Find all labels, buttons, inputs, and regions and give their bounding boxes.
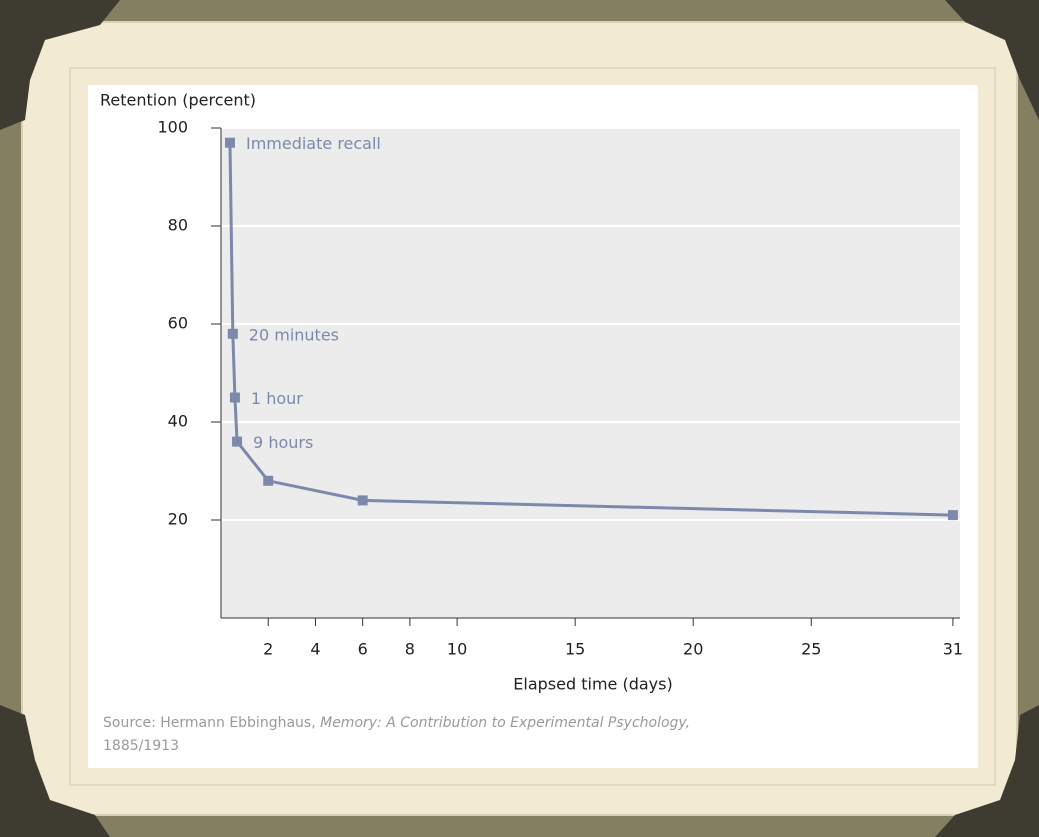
x-tick-label: 6 [358,640,368,659]
marker [228,329,238,339]
point-label: 20 minutes [249,325,339,344]
marker [263,476,273,486]
y-axis-title: Retention (percent) [100,91,256,110]
x-tick-label: 10 [447,640,467,659]
marker [225,138,235,148]
y-tick-label: 80 [168,216,188,235]
source-year: 1885/1913 [103,738,179,754]
marker [358,495,368,505]
point-label: 1 hour [251,389,303,408]
point-label: Immediate recall [246,134,381,153]
x-axis-title: Elapsed time (days) [513,675,672,694]
plot-area [221,128,960,618]
source-title: Memory: A Contribution to Experimental P… [320,715,690,731]
x-tick-label: 4 [310,640,320,659]
y-tick-label: 40 [168,412,188,431]
point-label: 9 hours [253,433,313,452]
y-tick-label: 100 [157,118,188,137]
x-tick-label: 15 [565,640,585,659]
marker [230,393,240,403]
y-tick-label: 20 [168,510,188,529]
y-tick-label: 60 [168,314,188,333]
x-tick-label: 20 [683,640,703,659]
x-tick-label: 25 [801,640,821,659]
source: Source: Hermann Ebbinghaus, Memory: A Co… [103,715,690,731]
marker [232,437,242,447]
source-prefix: Source: Hermann Ebbinghaus, [103,715,320,731]
x-tick-label: 31 [943,640,963,659]
page: 20 40 60 80 100 2 4 6 8 10 15 20 25 31 Immediate recal… [0,0,1039,837]
marker [948,510,958,520]
x-tick-label: 2 [263,640,273,659]
x-tick-label: 8 [405,640,415,659]
